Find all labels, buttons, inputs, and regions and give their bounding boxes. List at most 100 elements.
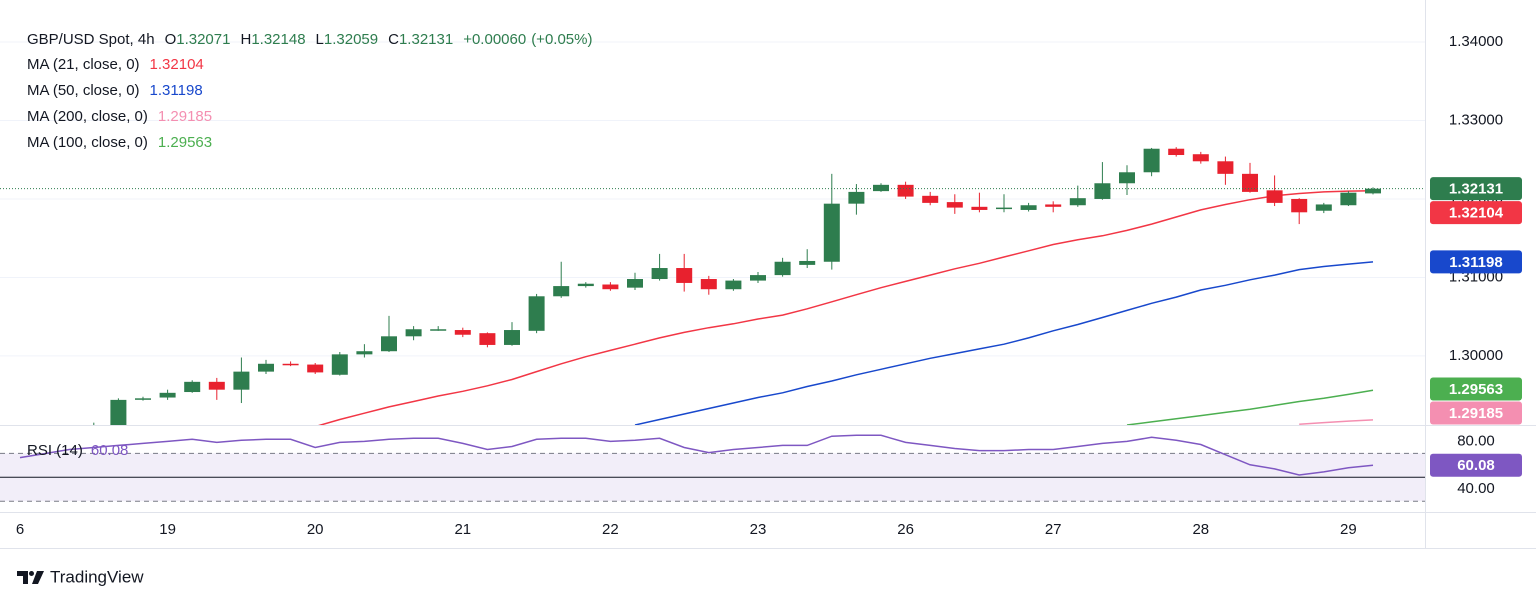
candle-body xyxy=(1291,198,1308,213)
logo-mark[interactable] xyxy=(32,571,44,584)
ohlc-label: C xyxy=(388,31,399,48)
candle-body xyxy=(676,268,693,283)
price-tag-label: 1.32104 xyxy=(1449,205,1504,222)
candle-body xyxy=(1094,183,1111,199)
price-tag-label: 60.08 xyxy=(1457,457,1495,474)
candle-body xyxy=(602,284,619,290)
price-tag xyxy=(1430,250,1522,274)
legend-name: MA (21, close, 0) xyxy=(27,56,140,73)
labels: 1.340001.330001.320001.310001.300001.321… xyxy=(16,33,1522,538)
candle-body xyxy=(233,371,250,390)
candle-body xyxy=(1242,173,1258,192)
candle-body xyxy=(922,195,939,203)
candle-body xyxy=(208,381,225,390)
candle-body xyxy=(1340,192,1357,206)
legend-entry: MA (200, close, 0) 1.29185 xyxy=(27,108,212,125)
candle-body xyxy=(1119,172,1135,184)
logo-mark[interactable] xyxy=(17,571,28,584)
legend-entry: MA (50, close, 0) 1.31198 xyxy=(27,82,203,99)
moving-average-line xyxy=(1299,419,1374,425)
candle-body xyxy=(823,203,840,262)
branding[interactable]: TradingView xyxy=(50,567,144,586)
candle-body xyxy=(1192,154,1209,162)
candle-body xyxy=(1045,204,1062,207)
candle-body xyxy=(1020,205,1037,210)
price-tag-label: 1.31198 xyxy=(1449,254,1502,271)
candle-body xyxy=(799,260,816,265)
moving-average-line xyxy=(318,190,1374,425)
legend-name: MA (50, close, 0) xyxy=(27,82,140,99)
logo-mark[interactable] xyxy=(29,571,34,576)
x-tick-label: 21 xyxy=(454,521,471,538)
price-tag-label: 1.29563 xyxy=(1449,381,1503,398)
candle-body xyxy=(577,283,594,287)
change-pct: (+0.05%) xyxy=(531,31,592,48)
y-tick-label: 1.34000 xyxy=(1449,33,1503,50)
moving-average-line xyxy=(1126,389,1374,425)
price-tag xyxy=(1430,177,1522,201)
candle-body xyxy=(1315,204,1332,211)
candle-body xyxy=(356,351,373,355)
candle-body xyxy=(700,279,717,290)
price-tag xyxy=(1430,401,1522,425)
price-tag xyxy=(1430,377,1522,401)
y-tick-label: 80.00 xyxy=(1457,432,1495,449)
legend-value: 1.29185 xyxy=(158,108,212,125)
candle-body xyxy=(627,279,643,288)
candle-body xyxy=(159,392,176,398)
candle-body xyxy=(996,207,1012,210)
candle-body xyxy=(454,330,471,335)
candle-body xyxy=(946,202,963,208)
candle-body xyxy=(651,268,668,280)
price-tag-label: 1.29185 xyxy=(1449,405,1503,422)
legend-name: RSI (14) xyxy=(27,442,83,459)
candle-body xyxy=(282,363,299,366)
ohlc-value: 1.32131 xyxy=(399,31,453,48)
header: GBP/USD Spot, 4h O1.32071 H1.32148 L1.32059… xyxy=(27,31,592,48)
grid xyxy=(0,41,1425,357)
candle-body xyxy=(110,399,127,425)
x-tick-label: 20 xyxy=(307,521,324,538)
x-tick-label: 19 xyxy=(159,521,176,538)
candle-body xyxy=(1365,188,1381,194)
candle-body xyxy=(971,206,988,210)
candle-body xyxy=(1266,190,1283,203)
candle-body xyxy=(873,184,889,192)
x-tick-label: 23 xyxy=(750,521,767,538)
price-tag xyxy=(1430,201,1522,225)
candle-body xyxy=(307,364,324,373)
ohlc-value: 1.32071 xyxy=(176,31,230,48)
branding-logo[interactable]: TradingView xyxy=(17,567,144,586)
candle-body xyxy=(1069,198,1086,206)
candle-body xyxy=(331,354,348,375)
candle-body xyxy=(479,333,496,345)
candle-body xyxy=(504,330,520,345)
candle-body xyxy=(774,261,791,276)
candle-body xyxy=(528,296,545,331)
candle-body xyxy=(553,286,570,297)
legend-value: 60.08 xyxy=(91,442,129,459)
x-tick-label: 22 xyxy=(602,521,619,538)
legend-value: 1.32104 xyxy=(150,56,204,73)
legend-entry: MA (100, close, 0) 1.29563 xyxy=(27,134,212,151)
price-tag-label: 1.32131 xyxy=(1449,181,1503,198)
y-tick-label: 1.30000 xyxy=(1449,347,1503,364)
ohlc-value: 1.32148 xyxy=(251,31,305,48)
rsi-pane xyxy=(0,434,1425,502)
x-tick-label: 27 xyxy=(1045,521,1062,538)
price-tag xyxy=(1430,453,1522,477)
candle-body xyxy=(381,336,397,352)
y-tick-label: 1.33000 xyxy=(1449,111,1503,128)
x-tick-label: 28 xyxy=(1192,521,1209,538)
legend-name: MA (100, close, 0) xyxy=(27,134,148,151)
ohlc-label: H xyxy=(240,31,251,48)
candle-body xyxy=(135,398,151,400)
legend-value: 1.31198 xyxy=(150,82,203,99)
legend-entry: MA (21, close, 0) 1.32104 xyxy=(27,56,204,73)
legend-entry: RSI (14) 60.08 xyxy=(27,442,128,459)
ohlc-label: O xyxy=(165,31,177,48)
candle-body xyxy=(184,381,201,393)
moving-average-line xyxy=(634,261,1374,425)
